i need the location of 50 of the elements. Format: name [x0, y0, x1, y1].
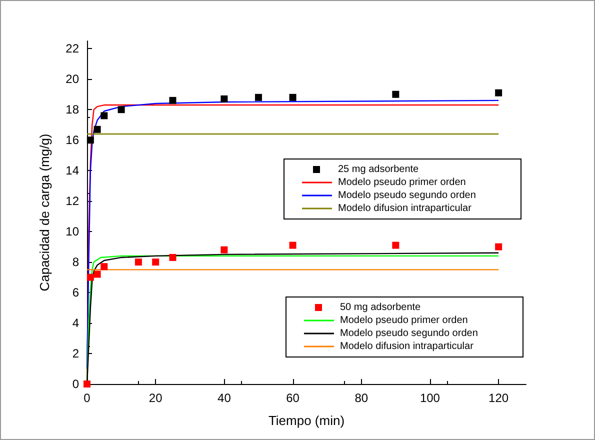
y-tick-label: 16 [66, 133, 80, 148]
point [254, 94, 262, 101]
point [392, 90, 400, 98]
point [94, 270, 101, 278]
point [118, 106, 125, 114]
point [392, 242, 400, 249]
point [289, 94, 296, 101]
point [169, 254, 176, 261]
y-tick-label: 4 [72, 316, 80, 330]
point [94, 126, 101, 133]
point [86, 274, 94, 281]
legend-label: Modelo pseudo segundo orden [340, 328, 478, 339]
point [152, 258, 160, 266]
x-tick-label: 20 [148, 391, 163, 405]
x-tick-label: 60 [286, 391, 300, 405]
point [220, 246, 228, 254]
y-tick-label: 18 [66, 102, 80, 117]
x-tick-label: 40 [218, 391, 232, 405]
point [495, 243, 502, 250]
legend-label: 25 mg adsorbente [338, 164, 420, 175]
y-tick-label: 6 [72, 286, 80, 300]
legend-label: Modelo pseudo segundo orden [338, 190, 476, 201]
point [84, 380, 90, 388]
x-tick-label: 100 [420, 391, 440, 405]
y-tick-label: 8 [72, 255, 80, 270]
legend-label: Modelo pseudo primer orden [340, 315, 468, 326]
y-tick-label: 10 [66, 224, 80, 239]
legend-label: 50 mg adsorbente [340, 302, 422, 313]
point [289, 242, 296, 249]
y-axis-title: Capacidad de carga (mg/g) [37, 134, 52, 292]
y-tick-label: 0 [72, 377, 80, 391]
y-tick-label: 14 [66, 164, 80, 178]
x-tick-label: 0 [84, 391, 91, 405]
point [134, 258, 142, 266]
y-tick-label: 22 [66, 42, 80, 56]
legend-label: Modelo pseudo primer orden [338, 177, 466, 188]
point [100, 263, 108, 270]
point [495, 89, 502, 96]
point [169, 96, 176, 104]
point [100, 112, 108, 120]
legend-label: Modelo difusion intraparticular [340, 341, 474, 352]
x-tick-label: 80 [354, 391, 368, 405]
legend-label: Modelo difusion intraparticular [338, 203, 472, 214]
point [220, 95, 228, 102]
x-tick-label: 120 [488, 391, 509, 405]
y-tick-label: 12 [66, 194, 80, 208]
x-axis-title: Tiempo (min) [268, 413, 345, 428]
y-tick-label: 20 [66, 72, 80, 86]
y-tick-label: 2 [72, 346, 80, 361]
point [86, 136, 94, 144]
